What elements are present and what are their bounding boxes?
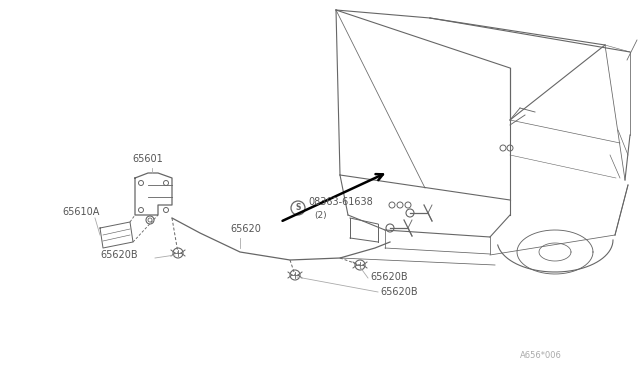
Text: A656*006: A656*006 [520,351,562,360]
Text: 65620B: 65620B [100,250,138,260]
Text: 65610A: 65610A [62,207,99,217]
Text: (2): (2) [314,211,326,220]
Text: 65620B: 65620B [380,287,418,297]
Text: 65620: 65620 [230,224,261,234]
Text: 65620B: 65620B [370,272,408,282]
Text: S: S [295,203,301,212]
Text: 08363-61638: 08363-61638 [308,197,372,207]
Text: 65601: 65601 [132,154,163,164]
